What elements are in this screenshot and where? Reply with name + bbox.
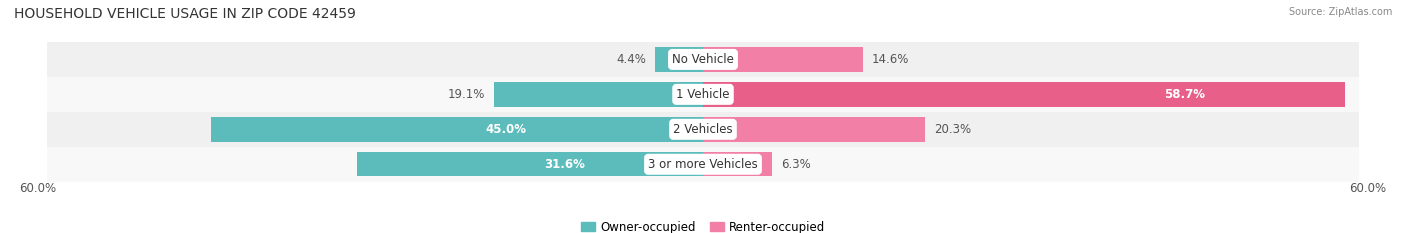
Bar <box>357 152 703 177</box>
Bar <box>211 117 703 142</box>
Bar <box>703 82 1346 107</box>
Bar <box>46 112 1360 147</box>
Bar <box>46 42 1360 77</box>
Legend: Owner-occupied, Renter-occupied: Owner-occupied, Renter-occupied <box>576 216 830 233</box>
Text: 2 Vehicles: 2 Vehicles <box>673 123 733 136</box>
Text: No Vehicle: No Vehicle <box>672 53 734 66</box>
Text: 60.0%: 60.0% <box>1350 182 1386 195</box>
Text: 3 or more Vehicles: 3 or more Vehicles <box>648 158 758 171</box>
Bar <box>703 47 863 72</box>
Bar <box>46 77 1360 112</box>
Text: 4.4%: 4.4% <box>616 53 647 66</box>
Text: 31.6%: 31.6% <box>544 158 585 171</box>
Text: HOUSEHOLD VEHICLE USAGE IN ZIP CODE 42459: HOUSEHOLD VEHICLE USAGE IN ZIP CODE 4245… <box>14 7 356 21</box>
Text: 6.3%: 6.3% <box>780 158 810 171</box>
Bar <box>46 147 1360 182</box>
Text: 14.6%: 14.6% <box>872 53 908 66</box>
Text: 1 Vehicle: 1 Vehicle <box>676 88 730 101</box>
Bar <box>655 47 703 72</box>
Bar <box>703 152 772 177</box>
Text: 20.3%: 20.3% <box>934 123 972 136</box>
Text: 19.1%: 19.1% <box>449 88 485 101</box>
Text: 45.0%: 45.0% <box>485 123 527 136</box>
Bar <box>703 117 925 142</box>
Text: 58.7%: 58.7% <box>1164 88 1205 101</box>
Text: Source: ZipAtlas.com: Source: ZipAtlas.com <box>1288 7 1392 17</box>
Text: 60.0%: 60.0% <box>20 182 56 195</box>
Bar <box>494 82 703 107</box>
